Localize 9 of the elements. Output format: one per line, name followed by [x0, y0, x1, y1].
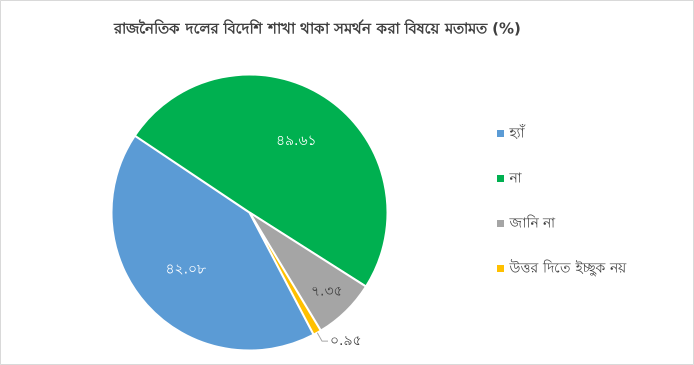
- chart-title: রাজনৈতিক দলের বিদেশি শাখা থাকা সমর্থন করা বিষয়ে মতামত (%): [113, 18, 521, 38]
- legend-label: হ্যাঁ: [508, 124, 526, 142]
- data-label: ৪৯.৬১: [276, 132, 316, 149]
- legend-label: জানি না: [508, 214, 556, 232]
- data-label: ৪২.০৮: [166, 262, 206, 278]
- legend-label: উত্তর দিতে ইচ্ছুক নয়: [508, 260, 627, 276]
- legend-label: না: [508, 170, 522, 186]
- data-label: ৭.৩৫: [310, 283, 342, 300]
- data-label: ০.৯৫: [330, 333, 362, 350]
